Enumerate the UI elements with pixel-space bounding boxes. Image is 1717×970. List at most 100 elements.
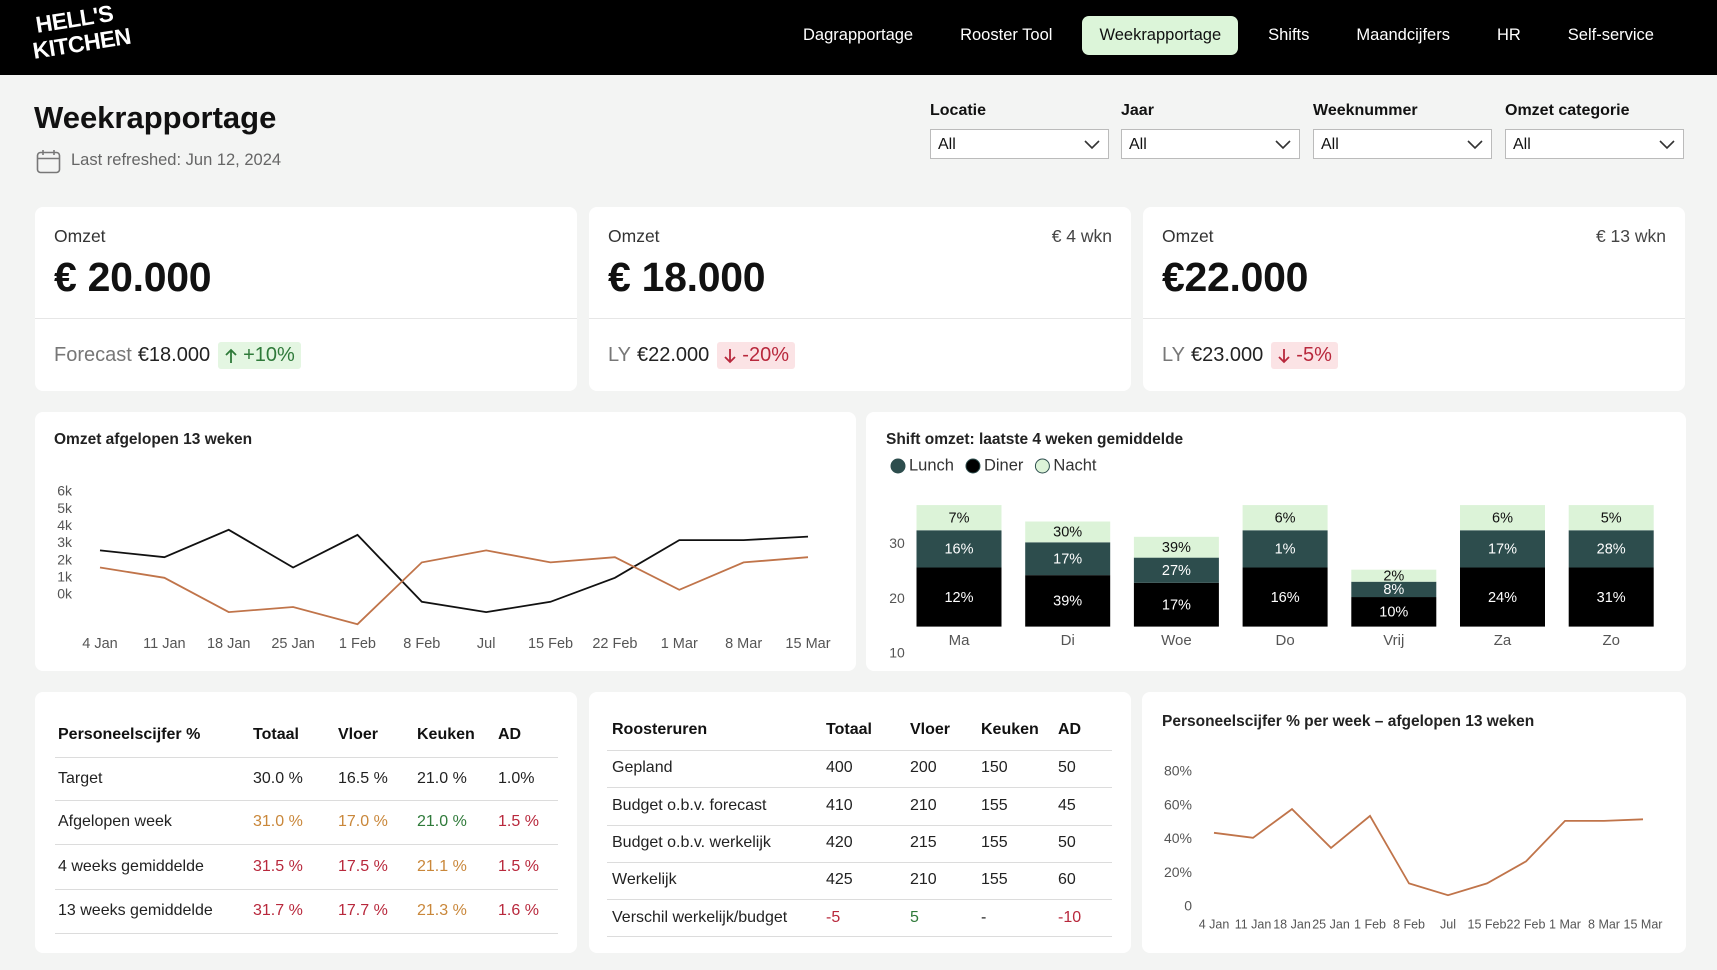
- nav-item[interactable]: Weekrapportage: [1082, 16, 1239, 55]
- nav-item[interactable]: Maandcijfers: [1356, 26, 1450, 44]
- row-rule: [607, 825, 1112, 826]
- kpi-value: € 18.000: [608, 254, 766, 300]
- column-header: Keuken: [981, 721, 1039, 738]
- column-header: Totaal: [826, 721, 872, 738]
- legend-swatch: [890, 458, 906, 474]
- chevron-icon: [1467, 140, 1483, 150]
- chart: Personeelscijfer % per week – afgelopen …: [1162, 713, 1662, 931]
- delta-arrow: [225, 348, 237, 363]
- nav-item[interactable]: Dagrapportage: [803, 26, 914, 44]
- bar-segment: [1460, 530, 1545, 568]
- table-card: Personeelscijfer % Totaal Vloer Keuken AD Tar…: [35, 692, 577, 953]
- kpi-compare: LY €22.000 -20%: [608, 342, 795, 369]
- row-label: 13 weeks gemiddelde: [58, 902, 213, 919]
- y-tick-label: 3k: [57, 534, 73, 550]
- calendar-icon: [36, 150, 61, 174]
- filter-value: All: [1129, 136, 1147, 153]
- row-rule: [55, 844, 558, 845]
- x-tick-label: 11 Jan: [143, 636, 185, 652]
- table-cell: 200: [910, 759, 937, 776]
- filter-select[interactable]: All: [930, 129, 1109, 159]
- kpi-period: € 4 wkn: [1051, 226, 1112, 246]
- row-rule: [55, 933, 558, 934]
- filter-select[interactable]: All: [1505, 129, 1684, 159]
- filter-select[interactable]: All: [1313, 129, 1492, 159]
- filter-label: Locatie: [930, 102, 987, 119]
- bar-segment: [916, 505, 1002, 531]
- chevron-icon: [1084, 140, 1100, 150]
- row-label: Afgelopen week: [58, 813, 172, 830]
- y-tick-label: 60%: [1164, 796, 1192, 812]
- segment-label: 16%: [944, 542, 973, 558]
- bar-segment: [1568, 567, 1654, 627]
- x-tick-label: 15 Feb: [1468, 917, 1507, 931]
- row-label: 4 weeks gemiddelde: [58, 858, 204, 875]
- x-tick-label: 1 Feb: [1354, 917, 1386, 931]
- y-tick-label: 20: [889, 590, 905, 606]
- x-tick-label: 4 Jan: [82, 636, 117, 652]
- x-tick-label: 15 Mar: [785, 636, 830, 652]
- segment-label: 39%: [1053, 594, 1082, 610]
- x-tick-label: 8 Mar: [1588, 917, 1620, 931]
- x-tick-label: 22 Feb: [592, 636, 637, 652]
- divider: [1143, 318, 1685, 319]
- table-cell: -10: [1058, 909, 1082, 926]
- x-tick-label: 18 Jan: [207, 636, 251, 652]
- y-tick-label: 10: [889, 645, 905, 661]
- bar-segment: [1568, 530, 1654, 568]
- table-cell: 410: [826, 797, 853, 814]
- nav-bar: HELL'S KITCHEN Dagrapportage Rooster Tool…: [0, 0, 1717, 75]
- nav-item[interactable]: Rooster Tool: [960, 26, 1053, 44]
- y-tick-label: 6k: [57, 483, 73, 499]
- table-cell: 50: [1058, 834, 1076, 851]
- kpi-value: € 20.000: [54, 254, 212, 300]
- table-cell: 210: [910, 797, 937, 814]
- chart-title: Personeelscijfer % per week – afgelopen …: [1162, 713, 1534, 730]
- bar-segment: [1460, 505, 1545, 531]
- chart-title: Shift omzet: laatste 4 weken gemiddelde: [886, 431, 1184, 448]
- legend-label: Lunch: [909, 456, 954, 474]
- nav-item[interactable]: Self-service: [1567, 26, 1654, 44]
- bar-segment: [1351, 581, 1437, 598]
- row-rule: [607, 862, 1112, 863]
- table-cell: 150: [981, 759, 1008, 776]
- table-cell: -5: [826, 909, 841, 926]
- segment-label: 5%: [1601, 510, 1622, 526]
- last-refreshed: Last refreshed: Jun 12, 2024: [71, 151, 282, 169]
- column-header: Vloer: [910, 721, 951, 738]
- delta-pill: -5%: [1271, 342, 1338, 369]
- chart: Shift omzet: laatste 4 weken gemiddelde L…: [886, 431, 1654, 661]
- bar-segment: [1025, 542, 1111, 576]
- divider: [35, 318, 577, 319]
- table-card: Roosteruren Totaal Vloer Keuken AD Gepland 400…: [589, 692, 1131, 953]
- row-rule: [55, 889, 558, 890]
- segment-label: 24%: [1488, 590, 1517, 606]
- bar-segment: [1025, 521, 1111, 543]
- column-header: AD: [1058, 721, 1082, 738]
- table-cell: 155: [981, 797, 1008, 814]
- y-tick-label: 0: [1184, 898, 1192, 914]
- x-tick-label: Jul: [1440, 917, 1456, 931]
- y-tick-label: 5k: [57, 500, 73, 516]
- bar-segment: [1133, 536, 1219, 558]
- bar-segment: [916, 530, 1002, 568]
- nav-item[interactable]: Shifts: [1268, 26, 1310, 44]
- bar-segment: [1242, 505, 1328, 531]
- divider: [589, 318, 1131, 319]
- table-cell: 16.5 %: [338, 770, 388, 787]
- segment-label: 28%: [1597, 542, 1626, 558]
- bar-segment: [1351, 597, 1437, 627]
- nav-item[interactable]: HR: [1496, 26, 1521, 44]
- filter-select[interactable]: All: [1121, 129, 1300, 159]
- segment-label: 30%: [1053, 525, 1082, 541]
- x-tick-label: 25 Jan: [1312, 917, 1350, 931]
- bar-segment: [916, 567, 1002, 627]
- delta-value: -20%: [742, 344, 789, 366]
- kpi-label: Omzet: [54, 226, 106, 246]
- bar-segment: [1242, 567, 1328, 627]
- row-rule: [55, 757, 558, 758]
- table-cell: 30.0 %: [253, 770, 303, 787]
- delta-pill: +10%: [218, 342, 301, 369]
- table-cell: 17.5 %: [338, 858, 388, 875]
- bar-segment: [1242, 530, 1328, 568]
